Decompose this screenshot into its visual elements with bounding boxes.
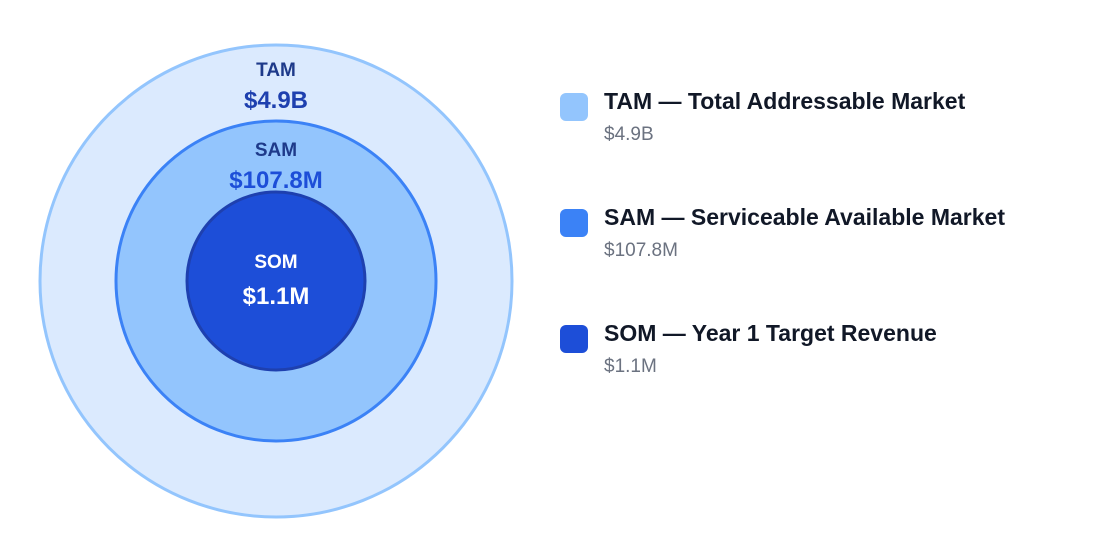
nested-circles-chart: TAM $4.9B SAM $107.8M SOM $1.1M	[38, 43, 514, 519]
tam-circle-label: TAM	[256, 60, 296, 81]
legend-item-sam: SAM — Serviceable Available Market $107.…	[560, 200, 1100, 316]
legend-swatch-sam	[560, 209, 588, 237]
tam-circle-value: $4.9B	[244, 87, 308, 114]
legend-swatch-tam	[560, 93, 588, 121]
som-circle	[185, 190, 367, 372]
sam-circle-label: SAM	[255, 140, 297, 161]
legend-item-som: SOM — Year 1 Target Revenue $1.1M	[560, 316, 1100, 432]
legend-value-sam: $107.8M	[604, 240, 678, 261]
legend: TAM — Total Addressable Market $4.9B SAM…	[560, 84, 1100, 432]
som-circle-value: $1.1M	[243, 283, 310, 310]
legend-value-som: $1.1M	[604, 356, 657, 377]
legend-title-tam: TAM — Total Addressable Market	[604, 88, 966, 114]
som-circle-label: SOM	[254, 252, 297, 273]
legend-title-som: SOM — Year 1 Target Revenue	[604, 320, 937, 346]
legend-value-tam: $4.9B	[604, 124, 654, 145]
legend-swatch-som	[560, 325, 588, 353]
legend-title-sam: SAM — Serviceable Available Market	[604, 204, 1005, 230]
sam-circle-value: $107.8M	[229, 167, 322, 194]
legend-item-tam: TAM — Total Addressable Market $4.9B	[560, 84, 1100, 200]
